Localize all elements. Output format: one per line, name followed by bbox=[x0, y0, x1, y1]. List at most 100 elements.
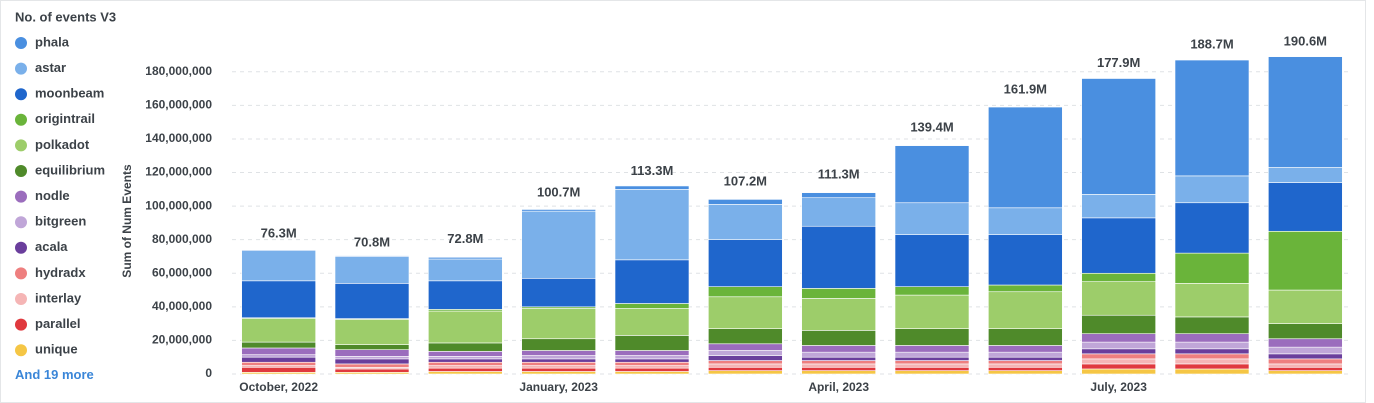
bar-segment bbox=[708, 343, 783, 351]
bar-segment bbox=[614, 189, 690, 261]
bar-segment bbox=[1081, 368, 1156, 375]
legend-label: polkadot bbox=[35, 137, 90, 152]
legend-label: nodle bbox=[35, 188, 70, 203]
bar-segment bbox=[1268, 363, 1343, 368]
bar-segment bbox=[1081, 333, 1156, 343]
bar-segment bbox=[894, 356, 970, 361]
bar-segment bbox=[801, 360, 876, 365]
legend-swatch bbox=[15, 139, 27, 152]
bar-segment bbox=[241, 354, 316, 358]
total-label: 113.3M bbox=[631, 163, 674, 178]
bar-segment bbox=[521, 338, 596, 351]
bar-segment bbox=[521, 358, 596, 363]
y-tick-label: 20,000,000 bbox=[152, 333, 212, 347]
bar-segment bbox=[334, 349, 410, 357]
bar-segment bbox=[988, 366, 1063, 371]
legend-swatch bbox=[15, 293, 27, 305]
bar-segment bbox=[521, 361, 596, 366]
bar-segment bbox=[521, 277, 596, 308]
bar-segment bbox=[1268, 167, 1343, 183]
bar-segment bbox=[1268, 56, 1343, 168]
legend-label: origintrail bbox=[35, 111, 95, 126]
bar-segment bbox=[241, 250, 316, 282]
bar-segment bbox=[988, 106, 1063, 209]
legend-swatch bbox=[15, 344, 27, 357]
bar-segment bbox=[614, 308, 690, 336]
legend-swatch bbox=[15, 318, 27, 331]
bar-segment bbox=[241, 249, 316, 251]
bar-segment bbox=[1081, 78, 1156, 195]
x-tick-label: October, 2022 bbox=[239, 380, 318, 394]
bar-segment bbox=[521, 355, 596, 360]
bar-segment bbox=[708, 360, 783, 365]
bar-segment bbox=[241, 366, 316, 373]
bar-segment bbox=[334, 358, 410, 365]
legend-swatch bbox=[15, 37, 27, 49]
bar-segment bbox=[894, 366, 970, 371]
bar-segment bbox=[521, 210, 596, 279]
bar-segment bbox=[614, 303, 690, 309]
bar-segment bbox=[1081, 341, 1156, 350]
legend-label: moonbeam bbox=[35, 86, 104, 101]
bar-segment bbox=[1174, 358, 1250, 365]
bar-segment bbox=[521, 209, 596, 212]
bar-segment bbox=[428, 342, 503, 352]
bar-segment bbox=[894, 294, 970, 329]
y-tick-label: 60,000,000 bbox=[152, 265, 212, 279]
bar-segment bbox=[521, 308, 596, 340]
total-label: 100.7M bbox=[537, 184, 580, 199]
bar-segment bbox=[614, 185, 690, 190]
bar-segment bbox=[241, 361, 316, 366]
bar-segment bbox=[988, 291, 1063, 329]
legend-label: acala bbox=[35, 239, 68, 254]
bar-segment bbox=[614, 259, 690, 304]
bar-segment bbox=[614, 361, 690, 366]
bar-segment bbox=[894, 363, 970, 368]
x-tick-label: April, 2023 bbox=[808, 380, 869, 394]
y-tick-label: 120,000,000 bbox=[145, 165, 212, 179]
legend-swatch bbox=[15, 241, 27, 254]
bar-segment bbox=[428, 280, 503, 310]
bar-segment bbox=[614, 350, 690, 356]
legend-more[interactable]: And 19 more bbox=[15, 367, 94, 382]
bar-segment bbox=[1174, 316, 1250, 335]
total-label: 70.8M bbox=[354, 235, 390, 250]
bar-segment bbox=[1081, 194, 1156, 219]
bar-segment bbox=[801, 363, 876, 368]
bar-segment bbox=[708, 355, 783, 361]
bar-segment bbox=[988, 370, 1063, 375]
bar-segment bbox=[614, 371, 690, 375]
legend-swatch bbox=[15, 62, 27, 75]
bar-segment bbox=[1081, 363, 1156, 370]
bar-segment bbox=[1174, 283, 1250, 318]
bar-segment bbox=[334, 256, 410, 284]
x-tick-label: January, 2023 bbox=[519, 380, 598, 394]
bar-segment bbox=[521, 350, 596, 356]
bar-segment bbox=[988, 360, 1063, 365]
y-tick-label: 160,000,000 bbox=[145, 98, 212, 112]
bar-segment bbox=[1268, 358, 1343, 365]
bar-segment bbox=[801, 345, 876, 353]
bar-segment bbox=[1174, 348, 1250, 355]
bar-segment bbox=[428, 358, 503, 363]
bar-segment bbox=[521, 371, 596, 375]
bar-segment bbox=[1081, 272, 1156, 282]
bar-segment bbox=[1174, 363, 1250, 370]
bar-segment bbox=[894, 145, 970, 204]
total-label: 72.8M bbox=[447, 231, 483, 246]
bar-segment bbox=[334, 255, 410, 257]
bar-segment bbox=[1174, 341, 1250, 350]
y-axis-label: Sum of Num Events bbox=[120, 164, 134, 278]
y-tick-label: 80,000,000 bbox=[152, 232, 212, 246]
bar-segment bbox=[521, 365, 596, 369]
bar-segment bbox=[614, 365, 690, 369]
bar-segment bbox=[988, 328, 1063, 346]
bar-segment bbox=[1081, 314, 1156, 335]
bar-segment bbox=[988, 345, 1063, 353]
bar-segment bbox=[1268, 230, 1343, 291]
bar-segment bbox=[801, 351, 876, 358]
bar-segment bbox=[334, 319, 410, 345]
legend-swatch bbox=[15, 267, 27, 280]
y-tick-label: 40,000,000 bbox=[152, 299, 212, 313]
